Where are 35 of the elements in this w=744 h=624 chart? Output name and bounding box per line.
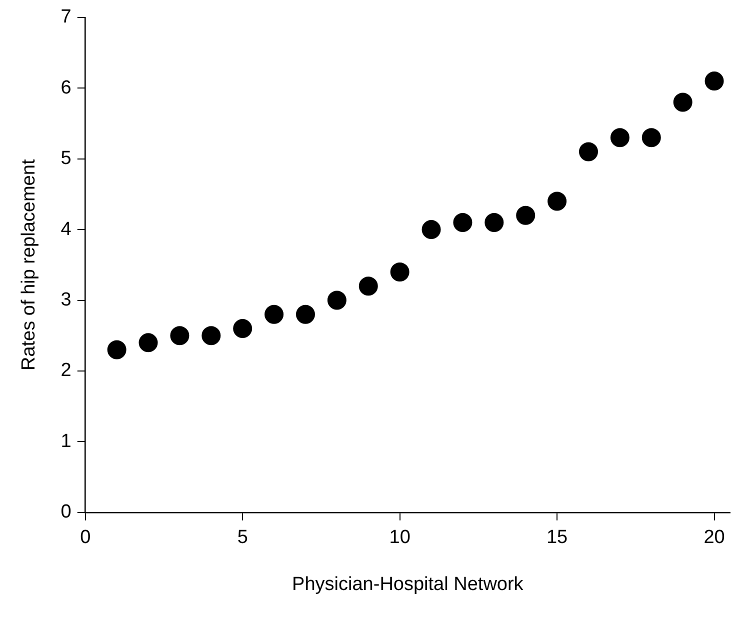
point bbox=[296, 304, 315, 324]
x-tick-label: 10 bbox=[389, 527, 410, 548]
point bbox=[453, 212, 472, 232]
x-tick-label: 5 bbox=[237, 527, 248, 548]
y-tick-label: 3 bbox=[60, 289, 72, 310]
y-tick-label: 0 bbox=[60, 502, 72, 523]
point bbox=[548, 192, 567, 211]
point bbox=[704, 72, 724, 91]
y-tick-label: 4 bbox=[60, 218, 72, 240]
point bbox=[422, 220, 441, 240]
y-axis-title: Rates of hip replacement bbox=[18, 158, 40, 371]
point bbox=[107, 340, 126, 360]
point bbox=[202, 326, 221, 346]
point bbox=[390, 262, 410, 282]
y-tick-label: 5 bbox=[60, 148, 72, 170]
point bbox=[578, 142, 598, 162]
x-tick-label: 20 bbox=[704, 527, 725, 548]
y-tick-label: 2 bbox=[60, 360, 72, 382]
point bbox=[327, 290, 346, 310]
point bbox=[516, 206, 536, 225]
point bbox=[233, 319, 252, 338]
point bbox=[264, 304, 284, 324]
point bbox=[358, 276, 378, 296]
x-tick-label: 15 bbox=[546, 527, 568, 548]
x-tick-label: 0 bbox=[80, 527, 91, 548]
point bbox=[673, 92, 692, 112]
x-axis-title: Physician-Hospital Network bbox=[292, 574, 524, 595]
point bbox=[484, 212, 504, 232]
y-tick-label: 7 bbox=[60, 6, 72, 28]
point bbox=[170, 326, 190, 346]
y-tick-label: 6 bbox=[60, 77, 72, 98]
point bbox=[610, 128, 630, 148]
point bbox=[138, 333, 158, 352]
point bbox=[642, 128, 661, 148]
y-tick-label: 1 bbox=[60, 430, 72, 452]
